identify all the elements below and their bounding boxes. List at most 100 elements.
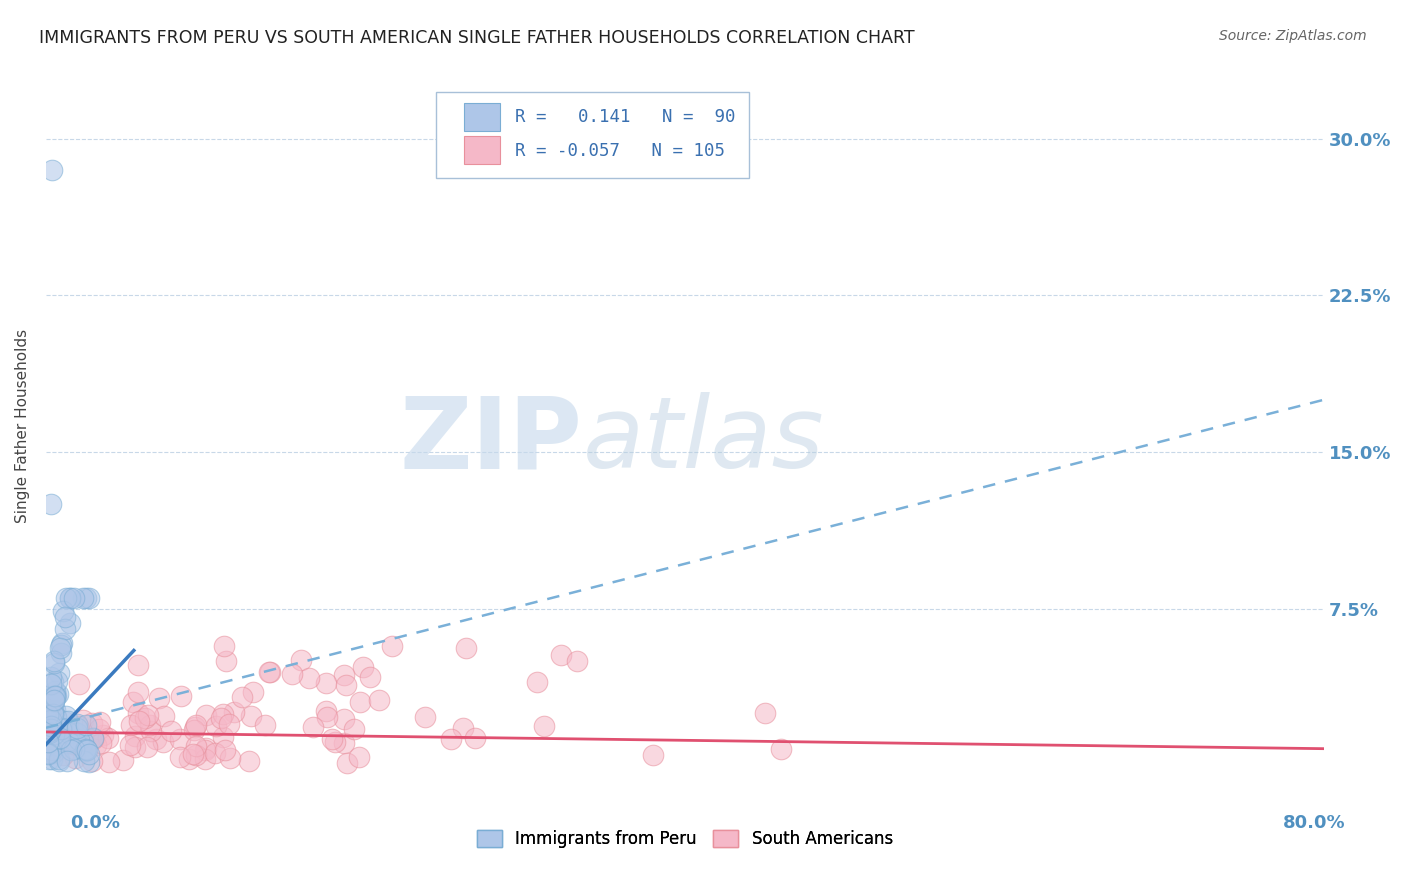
Point bbox=[58, 726, 80, 740]
Point bbox=[127, 685, 149, 699]
Text: atlas: atlas bbox=[582, 392, 824, 489]
Point bbox=[48, 729, 70, 743]
Point bbox=[368, 692, 391, 706]
Point bbox=[41, 677, 63, 691]
Point bbox=[120, 717, 142, 731]
Point bbox=[42, 704, 65, 718]
Point bbox=[194, 743, 217, 757]
Point bbox=[82, 731, 104, 746]
Point bbox=[42, 689, 65, 703]
Point bbox=[316, 710, 339, 724]
Point bbox=[39, 670, 62, 684]
Point bbox=[39, 706, 62, 720]
Point bbox=[138, 718, 160, 732]
Point bbox=[59, 591, 82, 606]
Point bbox=[44, 684, 66, 698]
Point bbox=[76, 743, 98, 757]
Point bbox=[219, 751, 242, 765]
Point bbox=[139, 724, 162, 739]
Point bbox=[124, 739, 146, 754]
Point bbox=[48, 726, 70, 740]
Point bbox=[80, 715, 103, 730]
Point bbox=[641, 747, 664, 762]
Point bbox=[58, 714, 80, 728]
Point bbox=[259, 665, 281, 679]
Point bbox=[37, 708, 59, 723]
Point bbox=[352, 660, 374, 674]
Point bbox=[209, 711, 232, 725]
Point bbox=[66, 726, 89, 740]
Point bbox=[238, 754, 260, 768]
Point bbox=[37, 747, 59, 761]
Point bbox=[53, 622, 76, 636]
Point bbox=[48, 754, 70, 768]
Point bbox=[39, 719, 62, 733]
Point bbox=[51, 647, 73, 661]
Point bbox=[214, 743, 236, 757]
Point bbox=[323, 734, 346, 748]
Point bbox=[52, 748, 75, 763]
Point bbox=[359, 670, 381, 684]
Point bbox=[254, 718, 277, 732]
Point bbox=[51, 721, 73, 735]
Point bbox=[127, 706, 149, 720]
Point bbox=[169, 750, 191, 764]
Point bbox=[526, 674, 548, 689]
Point bbox=[160, 723, 183, 738]
Point bbox=[75, 718, 97, 732]
Point bbox=[72, 591, 94, 606]
Point bbox=[37, 725, 59, 739]
Text: ZIP: ZIP bbox=[399, 392, 582, 489]
Point bbox=[39, 722, 62, 736]
Point bbox=[46, 687, 69, 701]
Point bbox=[67, 677, 90, 691]
Point bbox=[550, 648, 572, 662]
Point bbox=[112, 753, 135, 767]
Point bbox=[769, 741, 792, 756]
Point bbox=[48, 731, 70, 745]
Point bbox=[97, 731, 120, 746]
Point bbox=[45, 738, 67, 752]
Point bbox=[184, 739, 207, 753]
Point bbox=[48, 752, 70, 766]
Point bbox=[152, 735, 174, 749]
Point bbox=[321, 732, 343, 747]
Point bbox=[177, 752, 200, 766]
Point bbox=[42, 691, 65, 706]
Point bbox=[290, 653, 312, 667]
Point bbox=[440, 731, 463, 746]
Text: 80.0%: 80.0% bbox=[1284, 814, 1346, 831]
Point bbox=[46, 673, 69, 688]
Point bbox=[153, 709, 176, 723]
Point bbox=[75, 744, 97, 758]
Point bbox=[349, 695, 371, 709]
Text: 0.0%: 0.0% bbox=[70, 814, 121, 831]
Point bbox=[181, 747, 204, 761]
Point bbox=[79, 732, 101, 747]
Point bbox=[49, 722, 72, 736]
Point bbox=[45, 689, 67, 703]
Point bbox=[218, 717, 240, 731]
Point bbox=[77, 747, 100, 761]
Text: Source: ZipAtlas.com: Source: ZipAtlas.com bbox=[1219, 29, 1367, 43]
Point bbox=[42, 746, 65, 760]
Point bbox=[332, 736, 354, 750]
Point bbox=[37, 722, 59, 736]
Point bbox=[332, 668, 354, 682]
Point bbox=[451, 722, 474, 736]
Point bbox=[315, 676, 337, 690]
Point bbox=[128, 714, 150, 728]
Point bbox=[281, 666, 304, 681]
Point bbox=[381, 639, 404, 653]
Point bbox=[44, 703, 66, 717]
Point bbox=[184, 747, 207, 762]
Point bbox=[124, 729, 146, 743]
Point bbox=[136, 707, 159, 722]
Point bbox=[184, 717, 207, 731]
Point bbox=[298, 671, 321, 685]
Point bbox=[194, 751, 217, 765]
Point bbox=[204, 718, 226, 732]
Text: R = -0.057   N = 105: R = -0.057 N = 105 bbox=[515, 142, 725, 160]
Point bbox=[184, 720, 207, 734]
Point bbox=[302, 720, 325, 734]
